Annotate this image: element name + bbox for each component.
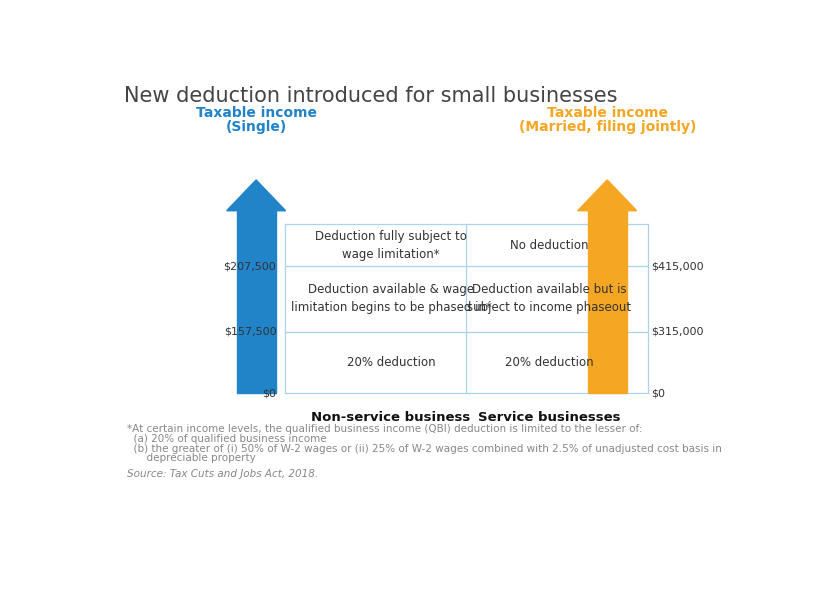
Text: $315,000: $315,000 xyxy=(651,327,704,336)
Text: 20% deduction: 20% deduction xyxy=(347,356,435,369)
Text: (b) the greater of (i) 50% of W-2 wages or (ii) 25% of W-2 wages combined with 2: (b) the greater of (i) 50% of W-2 wages … xyxy=(127,444,722,454)
Text: Source: Tax Cuts and Jobs Act, 2018.: Source: Tax Cuts and Jobs Act, 2018. xyxy=(127,468,318,479)
Text: Deduction fully subject to
wage limitation*: Deduction fully subject to wage limitati… xyxy=(315,230,467,260)
Text: (Single): (Single) xyxy=(225,120,286,134)
Bar xyxy=(237,211,276,393)
Text: Taxable income: Taxable income xyxy=(196,106,317,120)
Text: $0: $0 xyxy=(651,388,665,398)
Text: $415,000: $415,000 xyxy=(651,261,704,271)
Text: No deduction: No deduction xyxy=(510,238,588,252)
Polygon shape xyxy=(578,180,637,211)
Text: Taxable income: Taxable income xyxy=(547,106,668,120)
Text: (Married, filing jointly): (Married, filing jointly) xyxy=(518,120,696,134)
Text: $157,500: $157,500 xyxy=(223,327,276,336)
Text: $0: $0 xyxy=(262,388,276,398)
Text: *At certain income levels, the qualified business income (QBI) deduction is limi: *At certain income levels, the qualified… xyxy=(127,424,643,434)
Text: depreciable property: depreciable property xyxy=(127,453,255,464)
Text: Deduction available but is
subject to income phaseout: Deduction available but is subject to in… xyxy=(467,284,631,314)
Text: $207,500: $207,500 xyxy=(223,261,276,271)
Text: Service businesses: Service businesses xyxy=(478,411,620,424)
Text: Non-service business: Non-service business xyxy=(312,411,470,424)
Text: Deduction available & wage
limitation begins to be phased in*: Deduction available & wage limitation be… xyxy=(291,284,491,314)
Polygon shape xyxy=(227,180,286,211)
Text: 20% deduction: 20% deduction xyxy=(505,356,593,369)
Text: (a) 20% of qualified business income: (a) 20% of qualified business income xyxy=(127,434,326,444)
Bar xyxy=(588,211,627,393)
Text: New deduction introduced for small businesses: New deduction introduced for small busin… xyxy=(124,86,618,106)
